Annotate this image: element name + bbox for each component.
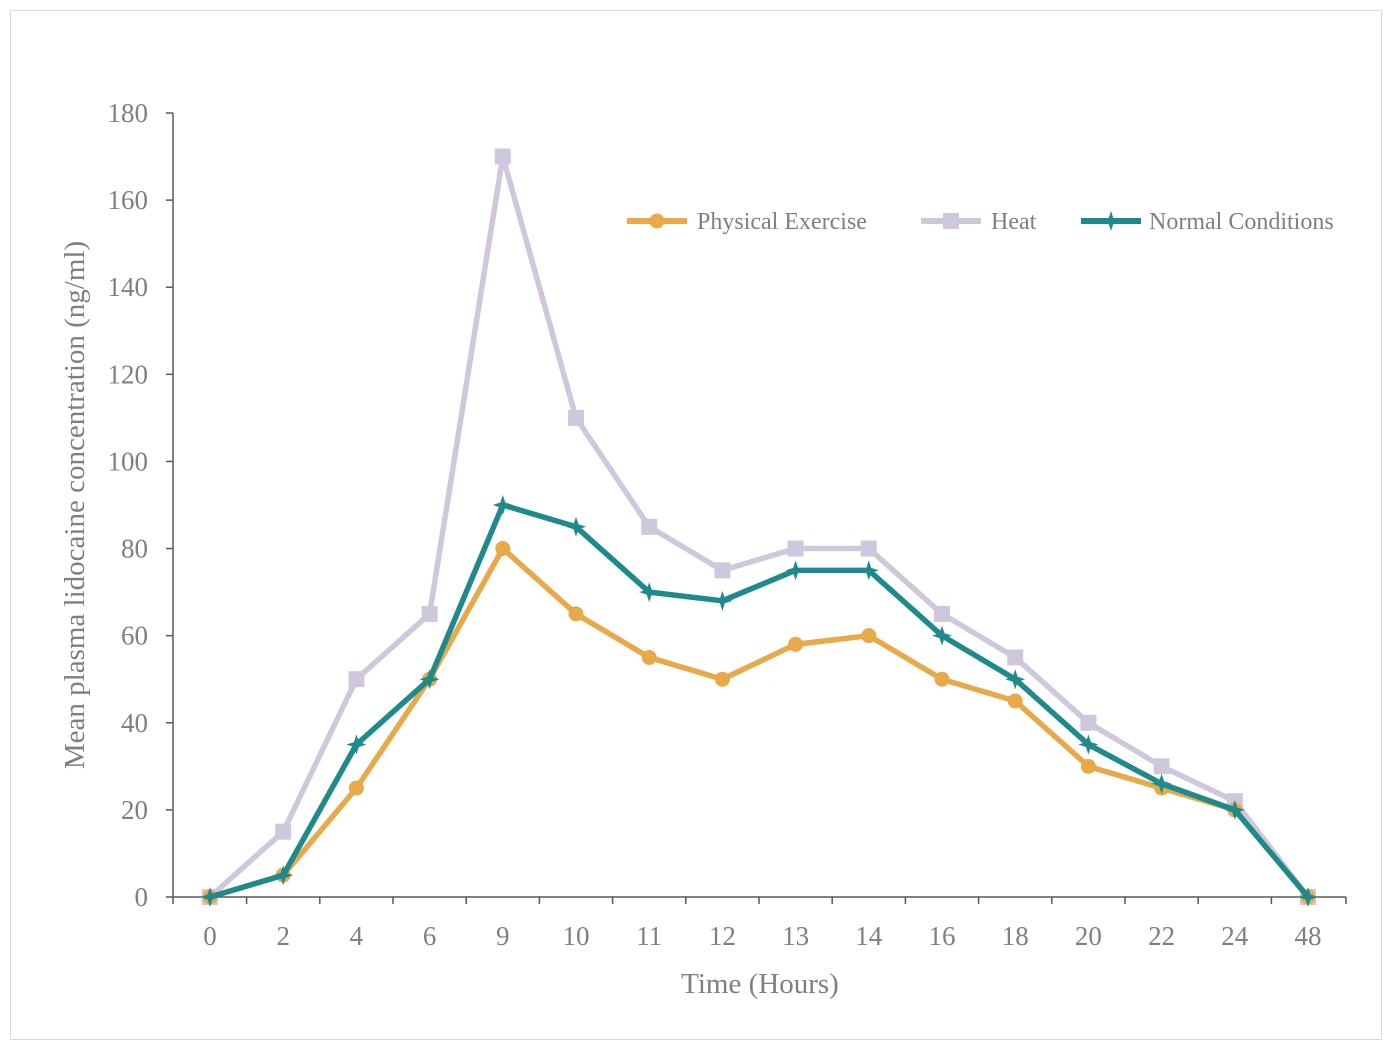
data-point-physical-exercise: [788, 636, 804, 652]
data-point-normal-conditions: [419, 669, 440, 690]
data-point-normal-conditions: [712, 590, 733, 611]
x-tick-label: 9: [496, 921, 510, 951]
data-point-physical-exercise: [641, 649, 657, 665]
data-point-heat: [494, 148, 511, 165]
x-tick-label: 14: [855, 921, 883, 951]
legend-item-normal-conditions: Normal Conditions: [1081, 209, 1334, 235]
data-point-physical-exercise: [1007, 693, 1023, 709]
data-point-normal-conditions: [200, 887, 220, 907]
legend-label: Heat: [991, 209, 1037, 235]
y-tick-label: 0: [135, 882, 149, 912]
legend-swatch-marker: [943, 213, 959, 229]
y-tick-label: 100: [108, 446, 149, 476]
x-tick-label: 4: [350, 921, 364, 951]
series-physical-exercise: [202, 541, 1316, 905]
y-tick-label: 20: [121, 795, 148, 825]
data-point-normal-conditions: [1298, 887, 1318, 907]
data-point-heat: [421, 605, 438, 622]
data-point-physical-exercise: [714, 671, 730, 687]
x-axis-title: Time (Hours): [681, 968, 839, 1000]
x-tick-label: 24: [1221, 921, 1249, 951]
y-axis-title: Mean plasma lidocaine concentration (ng/…: [59, 241, 91, 769]
y-tick-label: 60: [121, 621, 148, 651]
y-tick-label: 140: [108, 272, 149, 302]
data-point-heat: [787, 540, 804, 557]
data-point-physical-exercise: [1080, 758, 1096, 774]
y-axis-ticks: 0 20 40 60 80 100 120 140 160 180: [108, 98, 173, 912]
data-point-heat: [275, 823, 292, 840]
series-layer: [200, 148, 1318, 907]
x-tick-label: 13: [782, 921, 809, 951]
x-tick-label: 20: [1075, 921, 1102, 951]
data-point-physical-exercise: [495, 541, 511, 557]
series-line-normal-conditions: [207, 502, 1311, 900]
data-point-normal-conditions: [785, 560, 806, 581]
data-point-heat: [934, 605, 950, 622]
legend-swatch-marker: [1101, 211, 1121, 231]
data-point-heat: [860, 540, 877, 557]
data-point-normal-conditions: [1151, 773, 1172, 794]
x-tick-label: 22: [1148, 921, 1175, 951]
y-tick-label: 40: [121, 708, 148, 738]
data-point-heat: [1080, 714, 1097, 731]
data-point-normal-conditions: [492, 495, 513, 515]
data-point-normal-conditions: [346, 734, 367, 755]
legend: Physical Exercise Heat Normal Conditions: [627, 209, 1334, 235]
legend-swatch-marker: [649, 213, 665, 229]
x-tick-label: 16: [929, 921, 956, 951]
data-point-normal-conditions: [273, 865, 294, 886]
data-point-normal-conditions: [1224, 799, 1245, 820]
data-point-heat: [641, 518, 658, 535]
x-tick-label: 6: [423, 921, 437, 951]
data-point-heat: [348, 671, 365, 688]
data-point-normal-conditions: [858, 560, 879, 581]
data-point-normal-conditions: [932, 625, 952, 646]
y-tick-label: 180: [108, 98, 149, 128]
legend-item-physical-exercise: Physical Exercise: [627, 209, 867, 235]
data-point-normal-conditions: [639, 582, 660, 603]
x-axis-ticks: 0 2 4 6 9 10 11 12 13 14 16 18 20 22 24 48: [172, 897, 1347, 951]
data-point-heat: [568, 409, 584, 426]
x-tick-label: 48: [1295, 921, 1322, 951]
x-tick-label: 2: [276, 921, 290, 951]
data-point-heat: [1153, 758, 1170, 775]
legend-label: Normal Conditions: [1149, 209, 1334, 235]
data-point-heat: [714, 562, 731, 579]
series-heat: [202, 148, 1316, 905]
data-point-physical-exercise: [861, 628, 877, 644]
series-normal-conditions: [200, 495, 1318, 907]
x-tick-label: 10: [563, 921, 590, 951]
data-point-normal-conditions: [1005, 669, 1026, 690]
y-tick-label: 160: [108, 185, 149, 215]
legend-item-heat: Heat: [921, 209, 1037, 235]
x-tick-label: 18: [1002, 921, 1029, 951]
y-tick-label: 120: [108, 359, 149, 389]
x-tick-label: 11: [636, 921, 662, 951]
series-line-heat: [207, 153, 1311, 900]
data-point-heat: [1007, 649, 1024, 666]
data-point-normal-conditions: [566, 516, 586, 537]
data-point-physical-exercise: [348, 780, 364, 796]
data-point-physical-exercise: [934, 671, 950, 687]
x-tick-label: 12: [709, 921, 736, 951]
data-point-physical-exercise: [568, 606, 584, 622]
data-point-normal-conditions: [1078, 734, 1099, 755]
y-tick-label: 80: [121, 534, 148, 564]
x-tick-label: 0: [203, 921, 217, 951]
legend-label: Physical Exercise: [697, 209, 867, 235]
series-line-physical-exercise: [207, 545, 1311, 900]
